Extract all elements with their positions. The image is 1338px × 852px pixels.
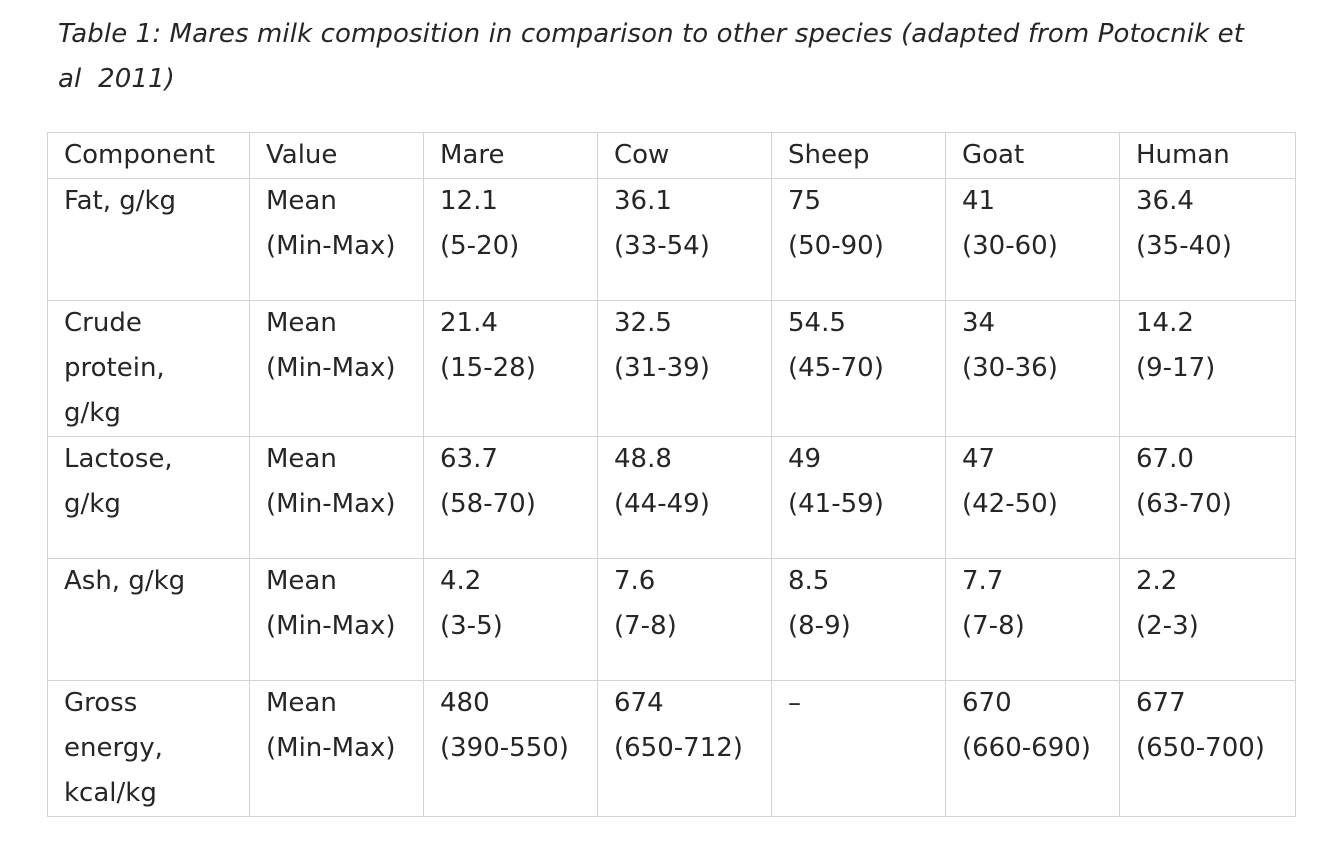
cell-mare: 63.7 (58-70) bbox=[423, 436, 598, 559]
cell-component: Gross energy, kcal/kg bbox=[47, 680, 250, 817]
caption-line-2: al 2011) bbox=[58, 64, 175, 94]
header-human: Human bbox=[1119, 132, 1296, 179]
cell-human: 36.4 (35-40) bbox=[1119, 178, 1296, 301]
table-row-crude-protein: Crude protein, g/kg Mean (Min-Max) 21.4 … bbox=[47, 300, 1296, 437]
cell-human: 2.2 (2-3) bbox=[1119, 558, 1296, 681]
milk-composition-table: Component Value Mare Cow Sheep Goat Huma… bbox=[47, 132, 1296, 817]
cell-cow: 7.6 (7-8) bbox=[597, 558, 772, 681]
cell-human: 677 (650-700) bbox=[1119, 680, 1296, 817]
cell-sheep: – bbox=[771, 680, 946, 817]
cell-human: 14.2 (9-17) bbox=[1119, 300, 1296, 437]
cell-goat: 670 (660-690) bbox=[945, 680, 1120, 817]
cell-value: Mean (Min-Max) bbox=[249, 436, 424, 559]
cell-value: Mean (Min-Max) bbox=[249, 178, 424, 301]
cell-value: Mean (Min-Max) bbox=[249, 680, 424, 817]
cell-goat: 41 (30-60) bbox=[945, 178, 1120, 301]
cell-cow: 48.8 (44-49) bbox=[597, 436, 772, 559]
cell-component: Crude protein, g/kg bbox=[47, 300, 250, 437]
cell-human: 67.0 (63-70) bbox=[1119, 436, 1296, 559]
cell-cow: 32.5 (31-39) bbox=[597, 300, 772, 437]
cell-mare: 12.1 (5-20) bbox=[423, 178, 598, 301]
cell-mare: 480 (390-550) bbox=[423, 680, 598, 817]
header-sheep: Sheep bbox=[771, 132, 946, 179]
cell-component: Lactose, g/kg bbox=[47, 436, 250, 559]
header-value: Value bbox=[249, 132, 424, 179]
header-component: Component bbox=[47, 132, 250, 179]
cell-goat: 7.7 (7-8) bbox=[945, 558, 1120, 681]
table-caption: Table 1: Mares milk composition in compa… bbox=[58, 12, 1318, 102]
cell-sheep: 54.5 (45-70) bbox=[771, 300, 946, 437]
table-header-row: Component Value Mare Cow Sheep Goat Huma… bbox=[47, 132, 1296, 179]
cell-value: Mean (Min-Max) bbox=[249, 300, 424, 437]
cell-sheep: 75 (50-90) bbox=[771, 178, 946, 301]
cell-component: Ash, g/kg bbox=[47, 558, 250, 681]
header-goat: Goat bbox=[945, 132, 1120, 179]
header-mare: Mare bbox=[423, 132, 598, 179]
table-row-lactose: Lactose, g/kg Mean (Min-Max) 63.7 (58-70… bbox=[47, 436, 1296, 559]
cell-component: Fat, g/kg bbox=[47, 178, 250, 301]
cell-mare: 21.4 (15-28) bbox=[423, 300, 598, 437]
cell-cow: 674 (650-712) bbox=[597, 680, 772, 817]
cell-mare: 4.2 (3-5) bbox=[423, 558, 598, 681]
cell-goat: 47 (42-50) bbox=[945, 436, 1120, 559]
table-row-fat: Fat, g/kg Mean (Min-Max) 12.1 (5-20) 36.… bbox=[47, 178, 1296, 301]
caption-line-1: Table 1: Mares milk composition in compa… bbox=[58, 19, 1244, 49]
table-row-gross-energy: Gross energy, kcal/kg Mean (Min-Max) 480… bbox=[47, 680, 1296, 817]
header-cow: Cow bbox=[597, 132, 772, 179]
cell-goat: 34 (30-36) bbox=[945, 300, 1120, 437]
cell-cow: 36.1 (33-54) bbox=[597, 178, 772, 301]
cell-sheep: 49 (41-59) bbox=[771, 436, 946, 559]
cell-value: Mean (Min-Max) bbox=[249, 558, 424, 681]
table-row-ash: Ash, g/kg Mean (Min-Max) 4.2 (3-5) 7.6 (… bbox=[47, 558, 1296, 681]
cell-sheep: 8.5 (8-9) bbox=[771, 558, 946, 681]
